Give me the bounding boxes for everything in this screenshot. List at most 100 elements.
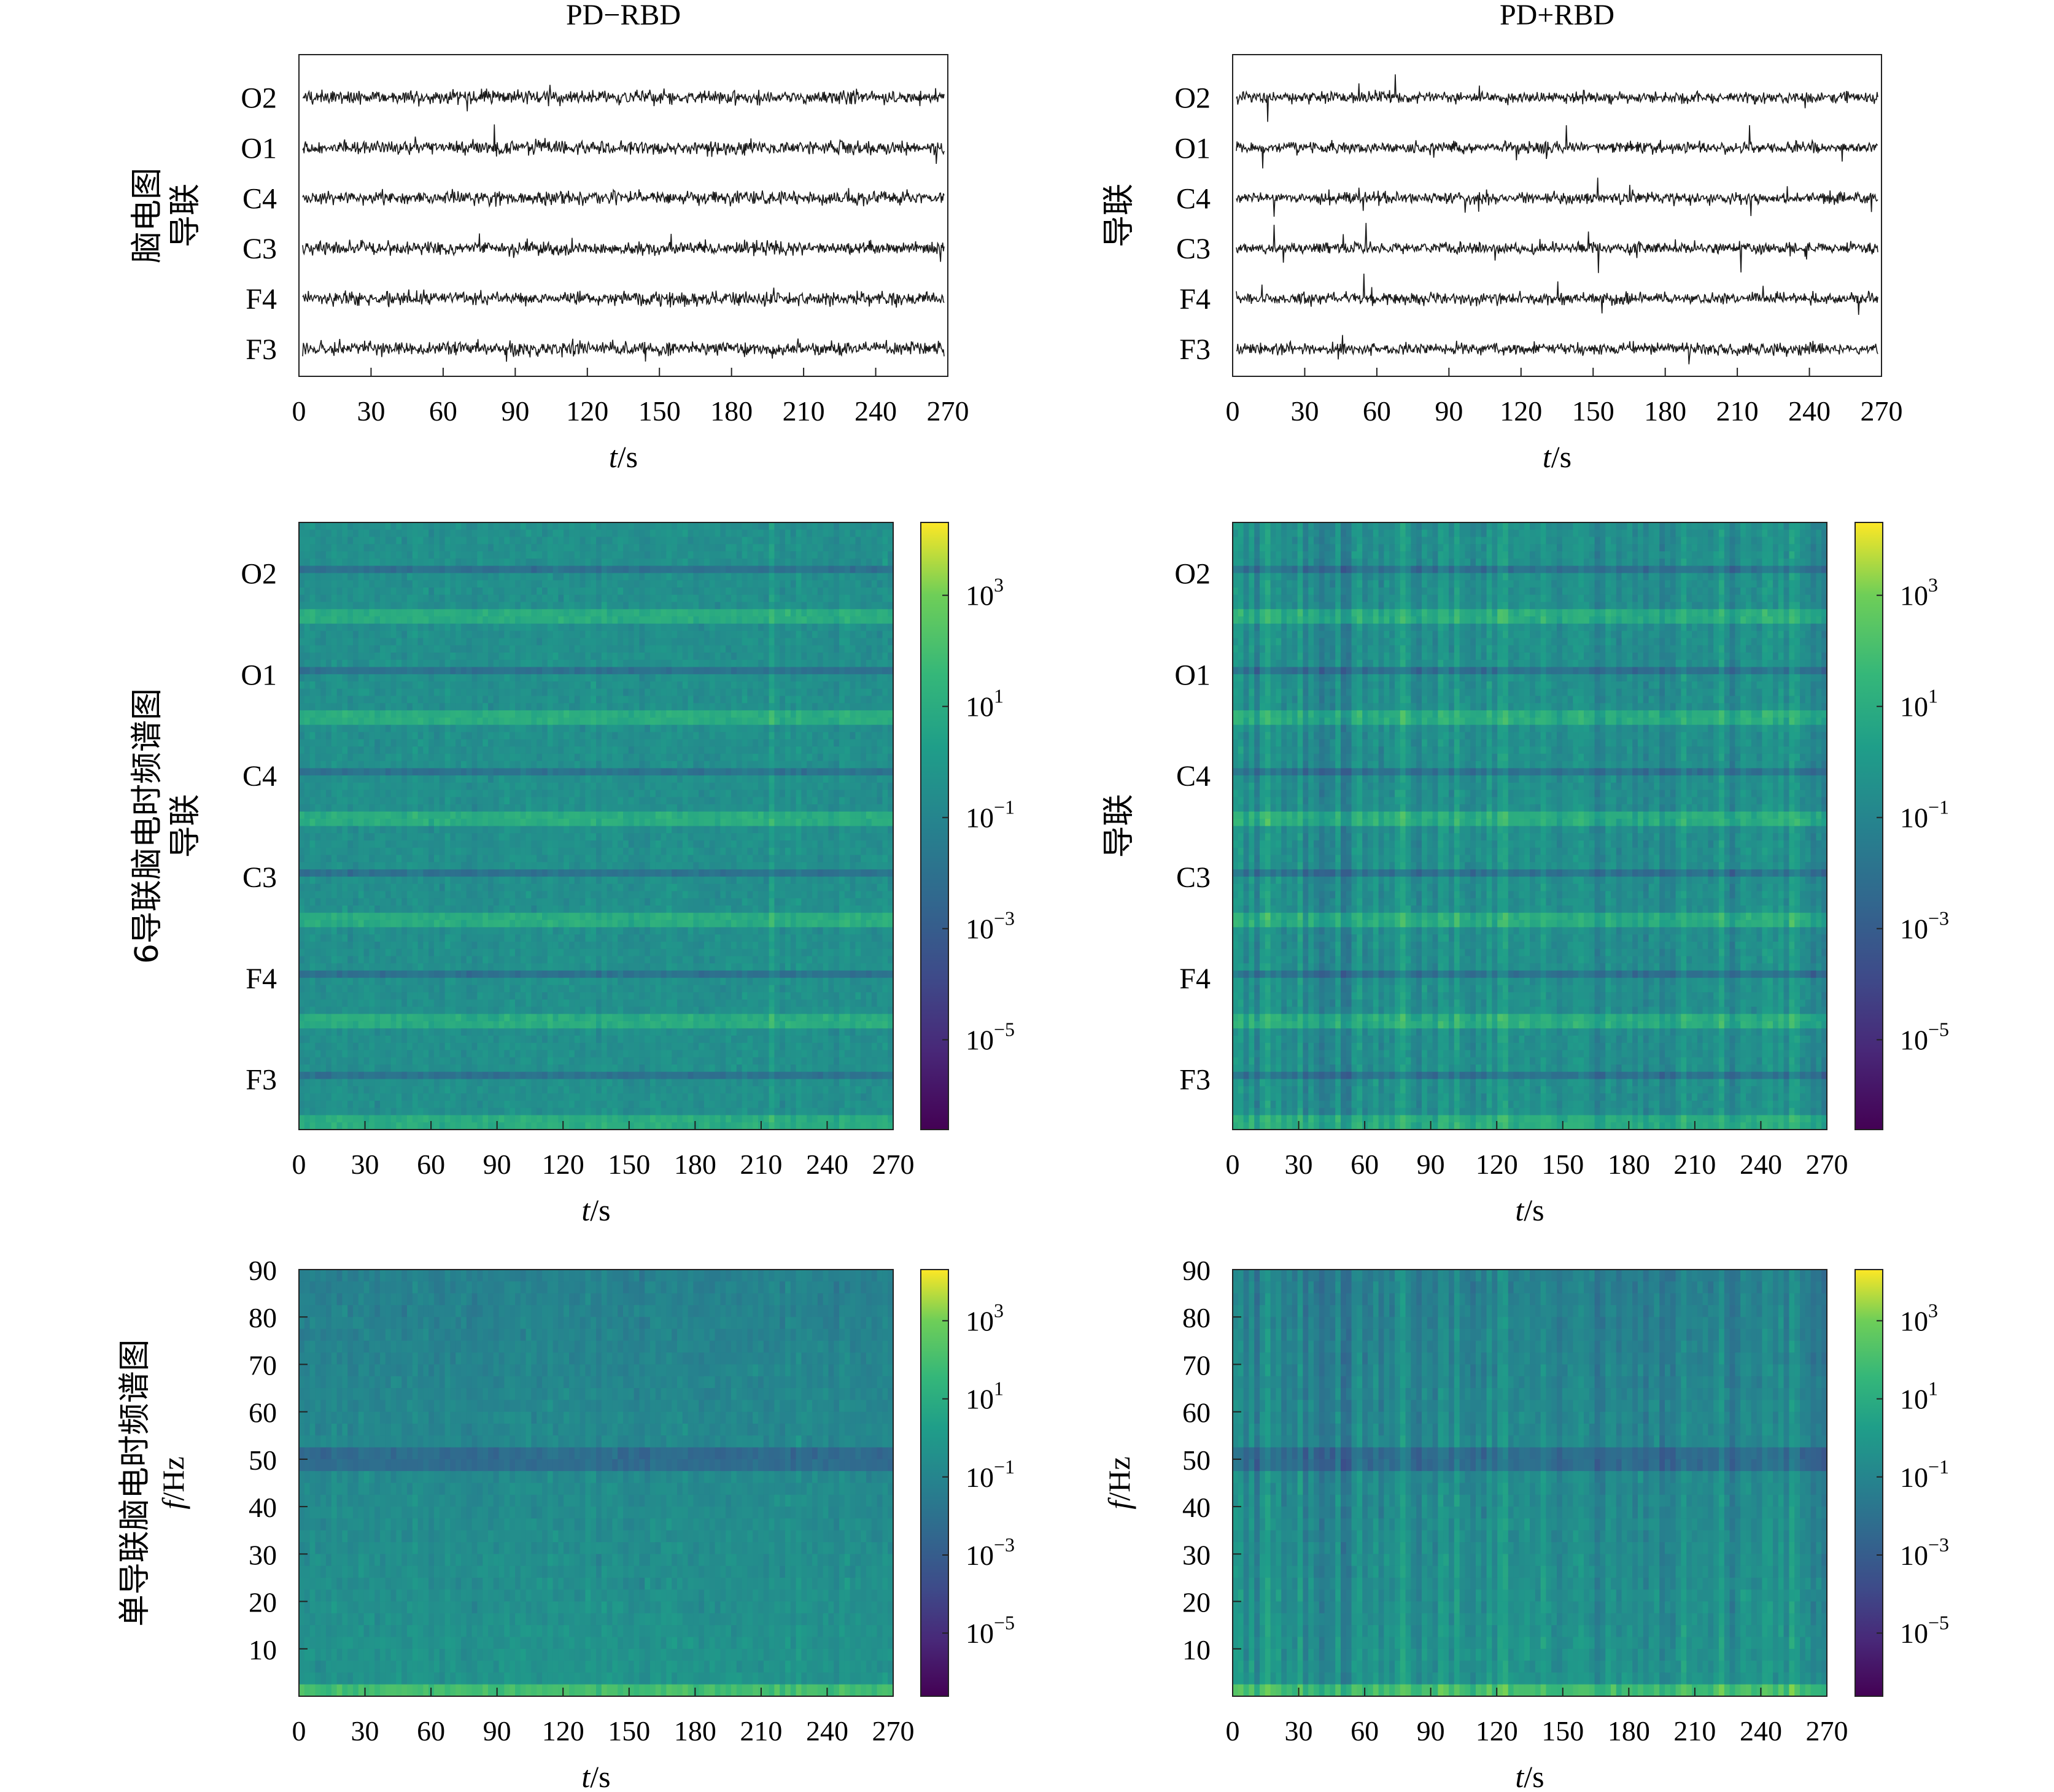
cell xyxy=(428,595,434,602)
cell xyxy=(504,544,510,551)
cell xyxy=(623,696,629,704)
cell xyxy=(401,696,407,704)
cell xyxy=(320,638,326,645)
cell xyxy=(331,624,337,631)
cell xyxy=(710,580,715,588)
cell xyxy=(434,522,440,530)
cell xyxy=(564,595,569,602)
cell xyxy=(585,595,591,602)
cell xyxy=(553,580,559,588)
cell xyxy=(623,689,629,696)
cell xyxy=(791,522,796,530)
cell xyxy=(596,566,602,573)
cell xyxy=(666,710,672,718)
cell xyxy=(320,522,326,530)
cell xyxy=(785,573,791,580)
cell xyxy=(310,537,316,545)
cell xyxy=(769,718,775,725)
cell xyxy=(596,725,602,732)
cell xyxy=(656,718,661,725)
cell xyxy=(855,573,861,580)
cell xyxy=(612,544,618,551)
cell xyxy=(710,551,715,559)
cell xyxy=(602,551,607,559)
cell xyxy=(666,580,672,588)
cell xyxy=(828,653,834,660)
cell xyxy=(710,703,715,710)
cell xyxy=(455,638,461,645)
cell xyxy=(623,588,629,595)
cell xyxy=(629,674,634,681)
cell xyxy=(877,530,883,537)
cell xyxy=(299,588,304,595)
cell xyxy=(353,703,358,710)
cell xyxy=(688,689,694,696)
cell xyxy=(612,624,618,631)
cell xyxy=(596,602,602,610)
cell xyxy=(823,645,829,653)
cell xyxy=(823,530,829,537)
cell xyxy=(374,530,380,537)
cell xyxy=(320,559,326,566)
cell xyxy=(440,551,445,559)
cell xyxy=(585,551,591,559)
cell xyxy=(872,530,877,537)
cell xyxy=(596,631,602,638)
cell xyxy=(753,559,758,566)
cell xyxy=(612,573,618,580)
cell xyxy=(450,588,455,595)
cell xyxy=(315,609,320,616)
cell xyxy=(482,624,488,631)
cell xyxy=(623,631,629,638)
cell xyxy=(639,660,645,667)
cell xyxy=(639,645,645,653)
cell xyxy=(812,616,818,624)
cell xyxy=(823,602,829,610)
cell xyxy=(315,537,320,545)
cell xyxy=(467,616,472,624)
cell xyxy=(672,631,677,638)
cell xyxy=(845,551,850,559)
cell xyxy=(347,653,353,660)
cell xyxy=(850,631,856,638)
cell xyxy=(704,645,710,653)
cell xyxy=(726,595,731,602)
cell xyxy=(834,530,839,537)
cell xyxy=(445,638,451,645)
cell xyxy=(596,674,602,681)
cell xyxy=(747,580,753,588)
cell xyxy=(866,674,872,681)
cell xyxy=(364,718,370,725)
cell xyxy=(877,689,883,696)
cell xyxy=(710,718,715,725)
cell xyxy=(320,573,326,580)
cell xyxy=(537,710,542,718)
cell xyxy=(618,710,623,718)
cell xyxy=(693,631,699,638)
cell xyxy=(310,609,316,616)
cell xyxy=(688,573,694,580)
cell xyxy=(488,681,494,689)
cell xyxy=(882,667,888,674)
cell xyxy=(818,674,823,681)
cell xyxy=(693,696,699,704)
cell xyxy=(326,638,331,645)
cell xyxy=(326,681,331,689)
cell xyxy=(656,703,661,710)
cell xyxy=(342,566,347,573)
cell xyxy=(693,588,699,595)
cell xyxy=(623,645,629,653)
cell xyxy=(872,696,877,704)
cell xyxy=(715,645,721,653)
cell xyxy=(558,602,564,610)
cell xyxy=(742,573,748,580)
cell xyxy=(358,573,364,580)
spectrogram-6lead-channel-label-O1-0: O1 xyxy=(241,659,277,691)
cell xyxy=(834,696,839,704)
cell xyxy=(656,616,661,624)
cell xyxy=(515,718,521,725)
cell xyxy=(607,638,613,645)
cell xyxy=(488,588,494,595)
cell xyxy=(548,573,553,580)
cell xyxy=(575,530,580,537)
